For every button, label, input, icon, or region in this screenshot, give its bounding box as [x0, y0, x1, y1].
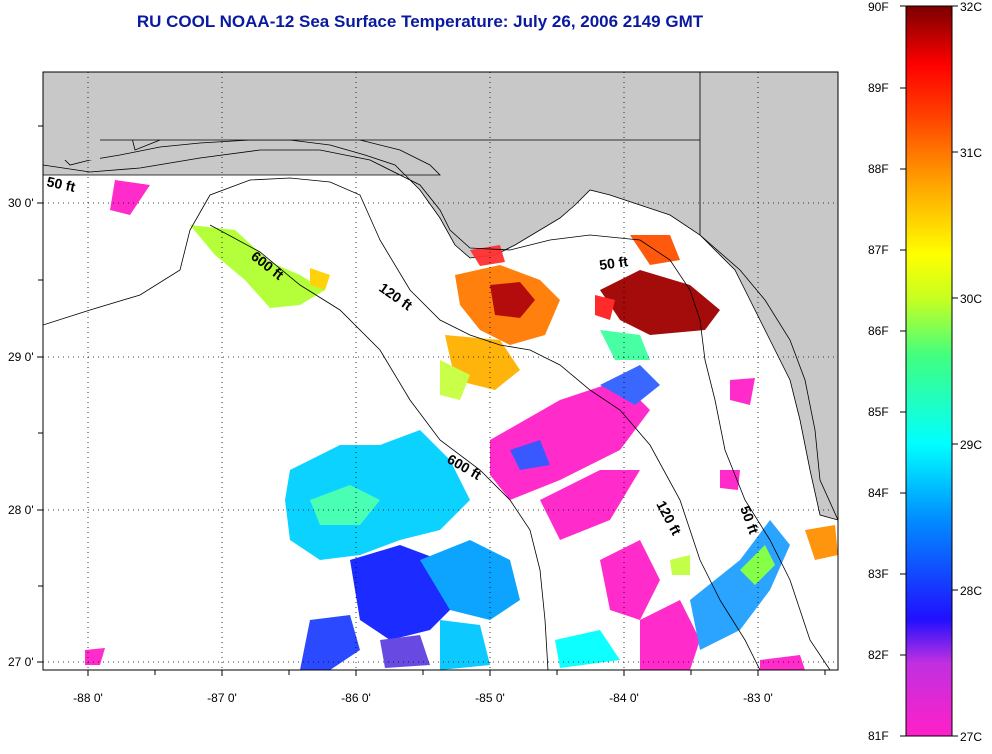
colorbar-f-label: 87F	[868, 243, 889, 257]
colorbar-f-label: 89F	[868, 81, 889, 95]
depth-contours	[43, 149, 831, 670]
colorbar-f-label: 86F	[868, 324, 889, 338]
colorbar-c-label: 32C	[960, 0, 983, 14]
colorbar-c-label: 27C	[960, 730, 983, 744]
lon-tick-label: -87 0'	[207, 691, 237, 705]
lat-tick-label: 27 0'	[8, 655, 34, 669]
lat-tick-label: 30 0'	[8, 196, 34, 210]
colorbar-f-label: 88F	[868, 162, 889, 176]
lon-tick-label: -88 0'	[73, 691, 103, 705]
colorbar-ticks	[900, 5, 958, 737]
colorbar-c-label: 30C	[960, 292, 983, 306]
lat-tick-label: 29 0'	[8, 350, 34, 364]
colorbar-f-label: 81F	[868, 729, 889, 743]
colorbar-c-label: 28C	[960, 584, 983, 598]
sst-patches	[85, 180, 838, 670]
depth-label: 50 ft	[45, 173, 77, 195]
colorbar-f-label: 85F	[868, 405, 889, 419]
colorbar-f-label: 84F	[868, 486, 889, 500]
colorbar-c-label: 29C	[960, 438, 983, 452]
lon-tick-label: -83 0'	[743, 691, 773, 705]
colorbar-c-label: 31C	[960, 146, 983, 160]
lon-tick-label: -84 0'	[609, 691, 639, 705]
colorbar-f-label: 83F	[868, 567, 889, 581]
lon-tick-label: -86 0'	[341, 691, 371, 705]
lon-tick-label: -85 0'	[475, 691, 505, 705]
colorbar-f-label: 82F	[868, 648, 889, 662]
map-frame	[42, 71, 839, 671]
map-title: RU COOL NOAA-12 Sea Surface Temperature:…	[136, 12, 704, 31]
depth-label: 50 ft	[598, 253, 629, 273]
colorbar	[905, 5, 953, 737]
colorbar-f-label: 90F	[868, 0, 889, 14]
lat-tick-label: 28 0'	[8, 503, 34, 517]
